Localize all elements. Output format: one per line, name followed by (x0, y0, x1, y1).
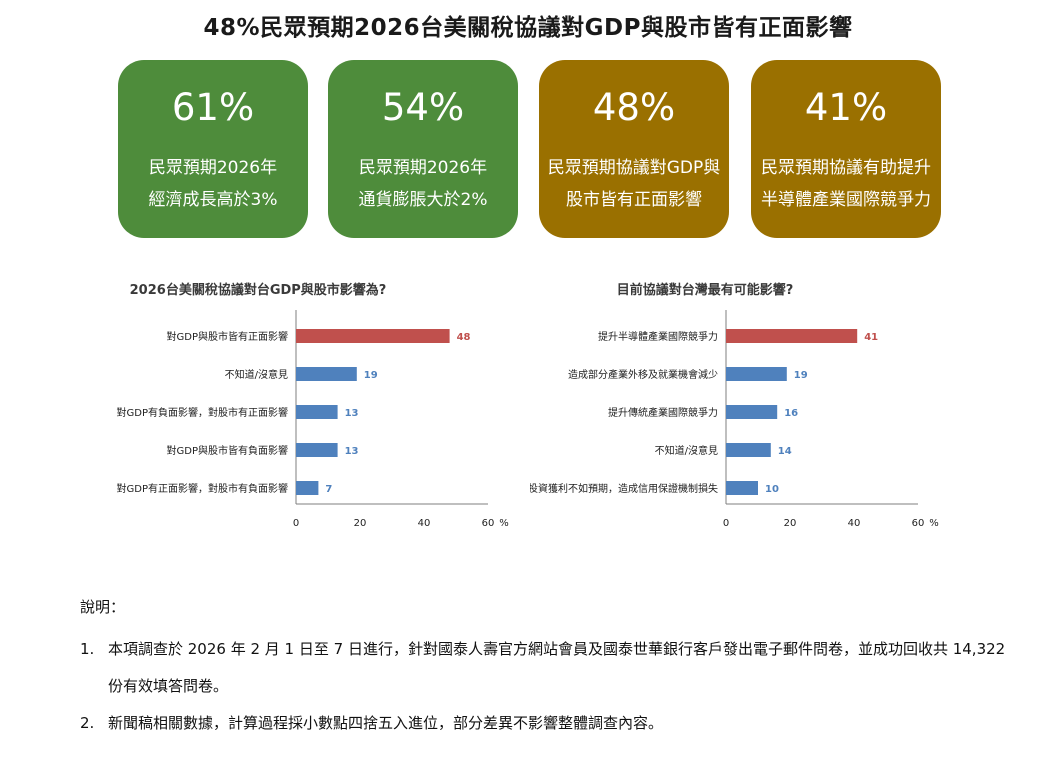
chart-gdp-stock-impact: 2026台美關稅協議對台GDP與股市影響為? 48 對GDP與股市皆有正面影響 19 不… (117, 282, 509, 529)
data-label: 19 (364, 370, 378, 381)
category-label: 對GDP有負面影響，對股市有正面影響 (117, 406, 288, 419)
stat-card-line1: 民眾預期協議有助提升 (761, 158, 931, 178)
category-label: 不知道/沒意見 (655, 444, 718, 457)
notes-section: 說明： 1. 本項調查於 2026 年 2 月 1 日至 7 日進行，針對國泰人… (80, 596, 1020, 742)
stat-card-desc: 民眾預期2026年 經濟成長高於3% (122, 152, 304, 216)
x-tick-label: 0 (723, 518, 729, 529)
bar (296, 481, 319, 495)
category-label: 提升傳統產業國際競爭力 (608, 406, 718, 419)
bar (726, 481, 758, 495)
data-label: 41 (864, 332, 878, 343)
stat-card-value: 48% (592, 86, 676, 129)
chart-title: 2026台美關稅協議對台GDP與股市影響為? (130, 282, 387, 298)
stat-card-value: 41% (804, 86, 888, 129)
note-text: 新聞稿相關數據，計算過程採小數點四捨五入進位，部分差異不影響整體調查內容。 (108, 714, 664, 732)
category-label: 造成部分產業外移及就業機會減少 (568, 368, 718, 381)
x-tick-label: 40 (418, 518, 431, 529)
stat-card-line2: 通貨膨脹大於2% (358, 190, 488, 210)
stat-card-inflation: 54% 民眾預期2026年 通貨膨脹大於2% (328, 60, 518, 238)
bar (726, 405, 778, 419)
note-item: 2. 新聞稿相關數據，計算過程採小數點四捨五入進位，部分差異不影響整體調查內容。 (80, 705, 1020, 742)
category-label: 對美投資獲利不如預期，造成信用保證機制損失 (530, 482, 718, 495)
page-title: 48%民眾預期2026台美關稅協議對GDP與股市皆有正面影響 (203, 15, 853, 41)
category-label: 提升半導體產業國際競爭力 (598, 330, 718, 343)
axis-unit-label: % (499, 518, 509, 529)
note-number: 2. (80, 714, 95, 732)
stat-card-line1: 民眾預期2026年 (148, 158, 278, 178)
stat-card-line1: 民眾預期2026年 (358, 158, 488, 178)
stat-card-desc: 民眾預期2026年 通貨膨脹大於2% (332, 152, 514, 216)
axis-unit-label: % (929, 518, 939, 529)
data-label: 48 (457, 332, 471, 343)
chart-title: 目前協議對台灣最有可能影響? (617, 282, 794, 298)
stat-card-gdp-growth: 61% 民眾預期2026年 經濟成長高於3% (118, 60, 308, 238)
x-tick-label: 0 (293, 518, 299, 529)
stat-card-line2: 經濟成長高於3% (148, 190, 278, 210)
data-label: 16 (784, 408, 798, 419)
bar (296, 443, 338, 457)
data-label: 7 (325, 484, 332, 495)
note-item: 1. 本項調查於 2026 年 2 月 1 日至 7 日進行，針對國泰人壽官方網… (80, 631, 1020, 705)
data-label: 13 (345, 446, 359, 457)
stat-card-value: 54% (381, 86, 465, 129)
stat-card-semiconductor: 41% 民眾預期協議有助提升 半導體產業國際競爭力 (751, 60, 941, 238)
category-label: 對GDP與股市皆有負面影響 (167, 444, 288, 457)
stat-card-line2: 股市皆有正面影響 (566, 190, 702, 210)
x-tick-label: 40 (848, 518, 861, 529)
bar (296, 405, 338, 419)
bar (726, 443, 771, 457)
note-text: 本項調查於 2026 年 2 月 1 日至 7 日進行，針對國泰人壽官方網站會員… (108, 640, 1006, 695)
bar (296, 367, 357, 381)
data-label: 10 (765, 484, 779, 495)
notes-heading: 說明： (80, 598, 126, 616)
x-tick-label: 20 (354, 518, 367, 529)
bar (726, 367, 787, 381)
x-tick-label: 60 (912, 518, 925, 529)
chart-taiwan-impact: 目前協議對台灣最有可能影響? 41 提升半導體產業國際競爭力 19 造成部分產業外移及就… (530, 282, 939, 529)
category-label: 對GDP與股市皆有正面影響 (167, 330, 288, 343)
stat-card-line2: 半導體產業國際競爭力 (761, 190, 931, 210)
bar (296, 329, 450, 343)
category-label: 對GDP有正面影響，對股市有負面影響 (117, 482, 288, 495)
data-label: 13 (345, 408, 359, 419)
x-tick-label: 20 (784, 518, 797, 529)
stat-card-line1: 民眾預期協議對GDP與 (547, 158, 721, 178)
stat-card-desc: 民眾預期協議有助提升 半導體產業國際競爭力 (755, 152, 937, 216)
stat-card-value: 61% (171, 86, 255, 129)
stat-card-positive-impact: 48% 民眾預期協議對GDP與 股市皆有正面影響 (539, 60, 729, 238)
bar (726, 329, 858, 343)
stat-card-desc: 民眾預期協議對GDP與 股市皆有正面影響 (543, 152, 725, 216)
x-tick-label: 60 (482, 518, 495, 529)
note-number: 1. (80, 640, 95, 658)
data-label: 14 (778, 446, 792, 457)
category-label: 不知道/沒意見 (225, 368, 288, 381)
data-label: 19 (794, 370, 808, 381)
